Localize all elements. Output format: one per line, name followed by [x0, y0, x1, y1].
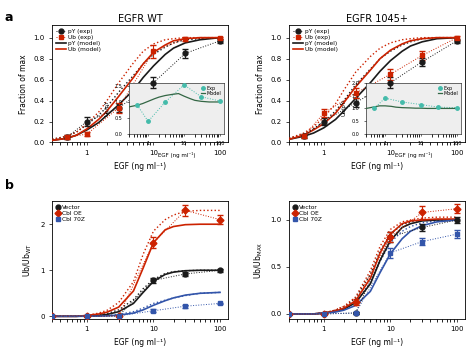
Y-axis label: Ub/Ub$_{\mathregular{WT}}$: Ub/Ub$_{\mathregular{WT}}$	[22, 243, 35, 277]
X-axis label: EGF (ng ml⁻¹): EGF (ng ml⁻¹)	[351, 338, 403, 347]
X-axis label: EGF (ng ml⁻¹): EGF (ng ml⁻¹)	[114, 338, 166, 347]
Legend: pY (exp), Ub (exp), pY (model), Ub (model): pY (exp), Ub (exp), pY (model), Ub (mode…	[292, 28, 338, 53]
X-axis label: EGF (ng ml⁻¹): EGF (ng ml⁻¹)	[351, 162, 403, 171]
Title: EGFR WT: EGFR WT	[118, 14, 162, 24]
Legend: pY (exp), Ub (exp), pY (model), Ub (model): pY (exp), Ub (exp), pY (model), Ub (mode…	[55, 28, 101, 53]
Legend: Vector, Cbl OE, Cbl 70Z: Vector, Cbl OE, Cbl 70Z	[292, 204, 322, 222]
X-axis label: EGF (ng ml⁻¹): EGF (ng ml⁻¹)	[114, 162, 166, 171]
Title: EGFR 1045+: EGFR 1045+	[346, 14, 408, 24]
Y-axis label: Fraction of max: Fraction of max	[255, 54, 264, 113]
Text: b: b	[5, 179, 14, 192]
Y-axis label: Fraction of max: Fraction of max	[18, 54, 27, 113]
Legend: Vector, Cbl OE, Cbl 70Z: Vector, Cbl OE, Cbl 70Z	[55, 204, 85, 222]
Text: a: a	[5, 11, 13, 24]
Y-axis label: Ub/Ub$_{\mathregular{MAX}}$: Ub/Ub$_{\mathregular{MAX}}$	[252, 241, 264, 279]
